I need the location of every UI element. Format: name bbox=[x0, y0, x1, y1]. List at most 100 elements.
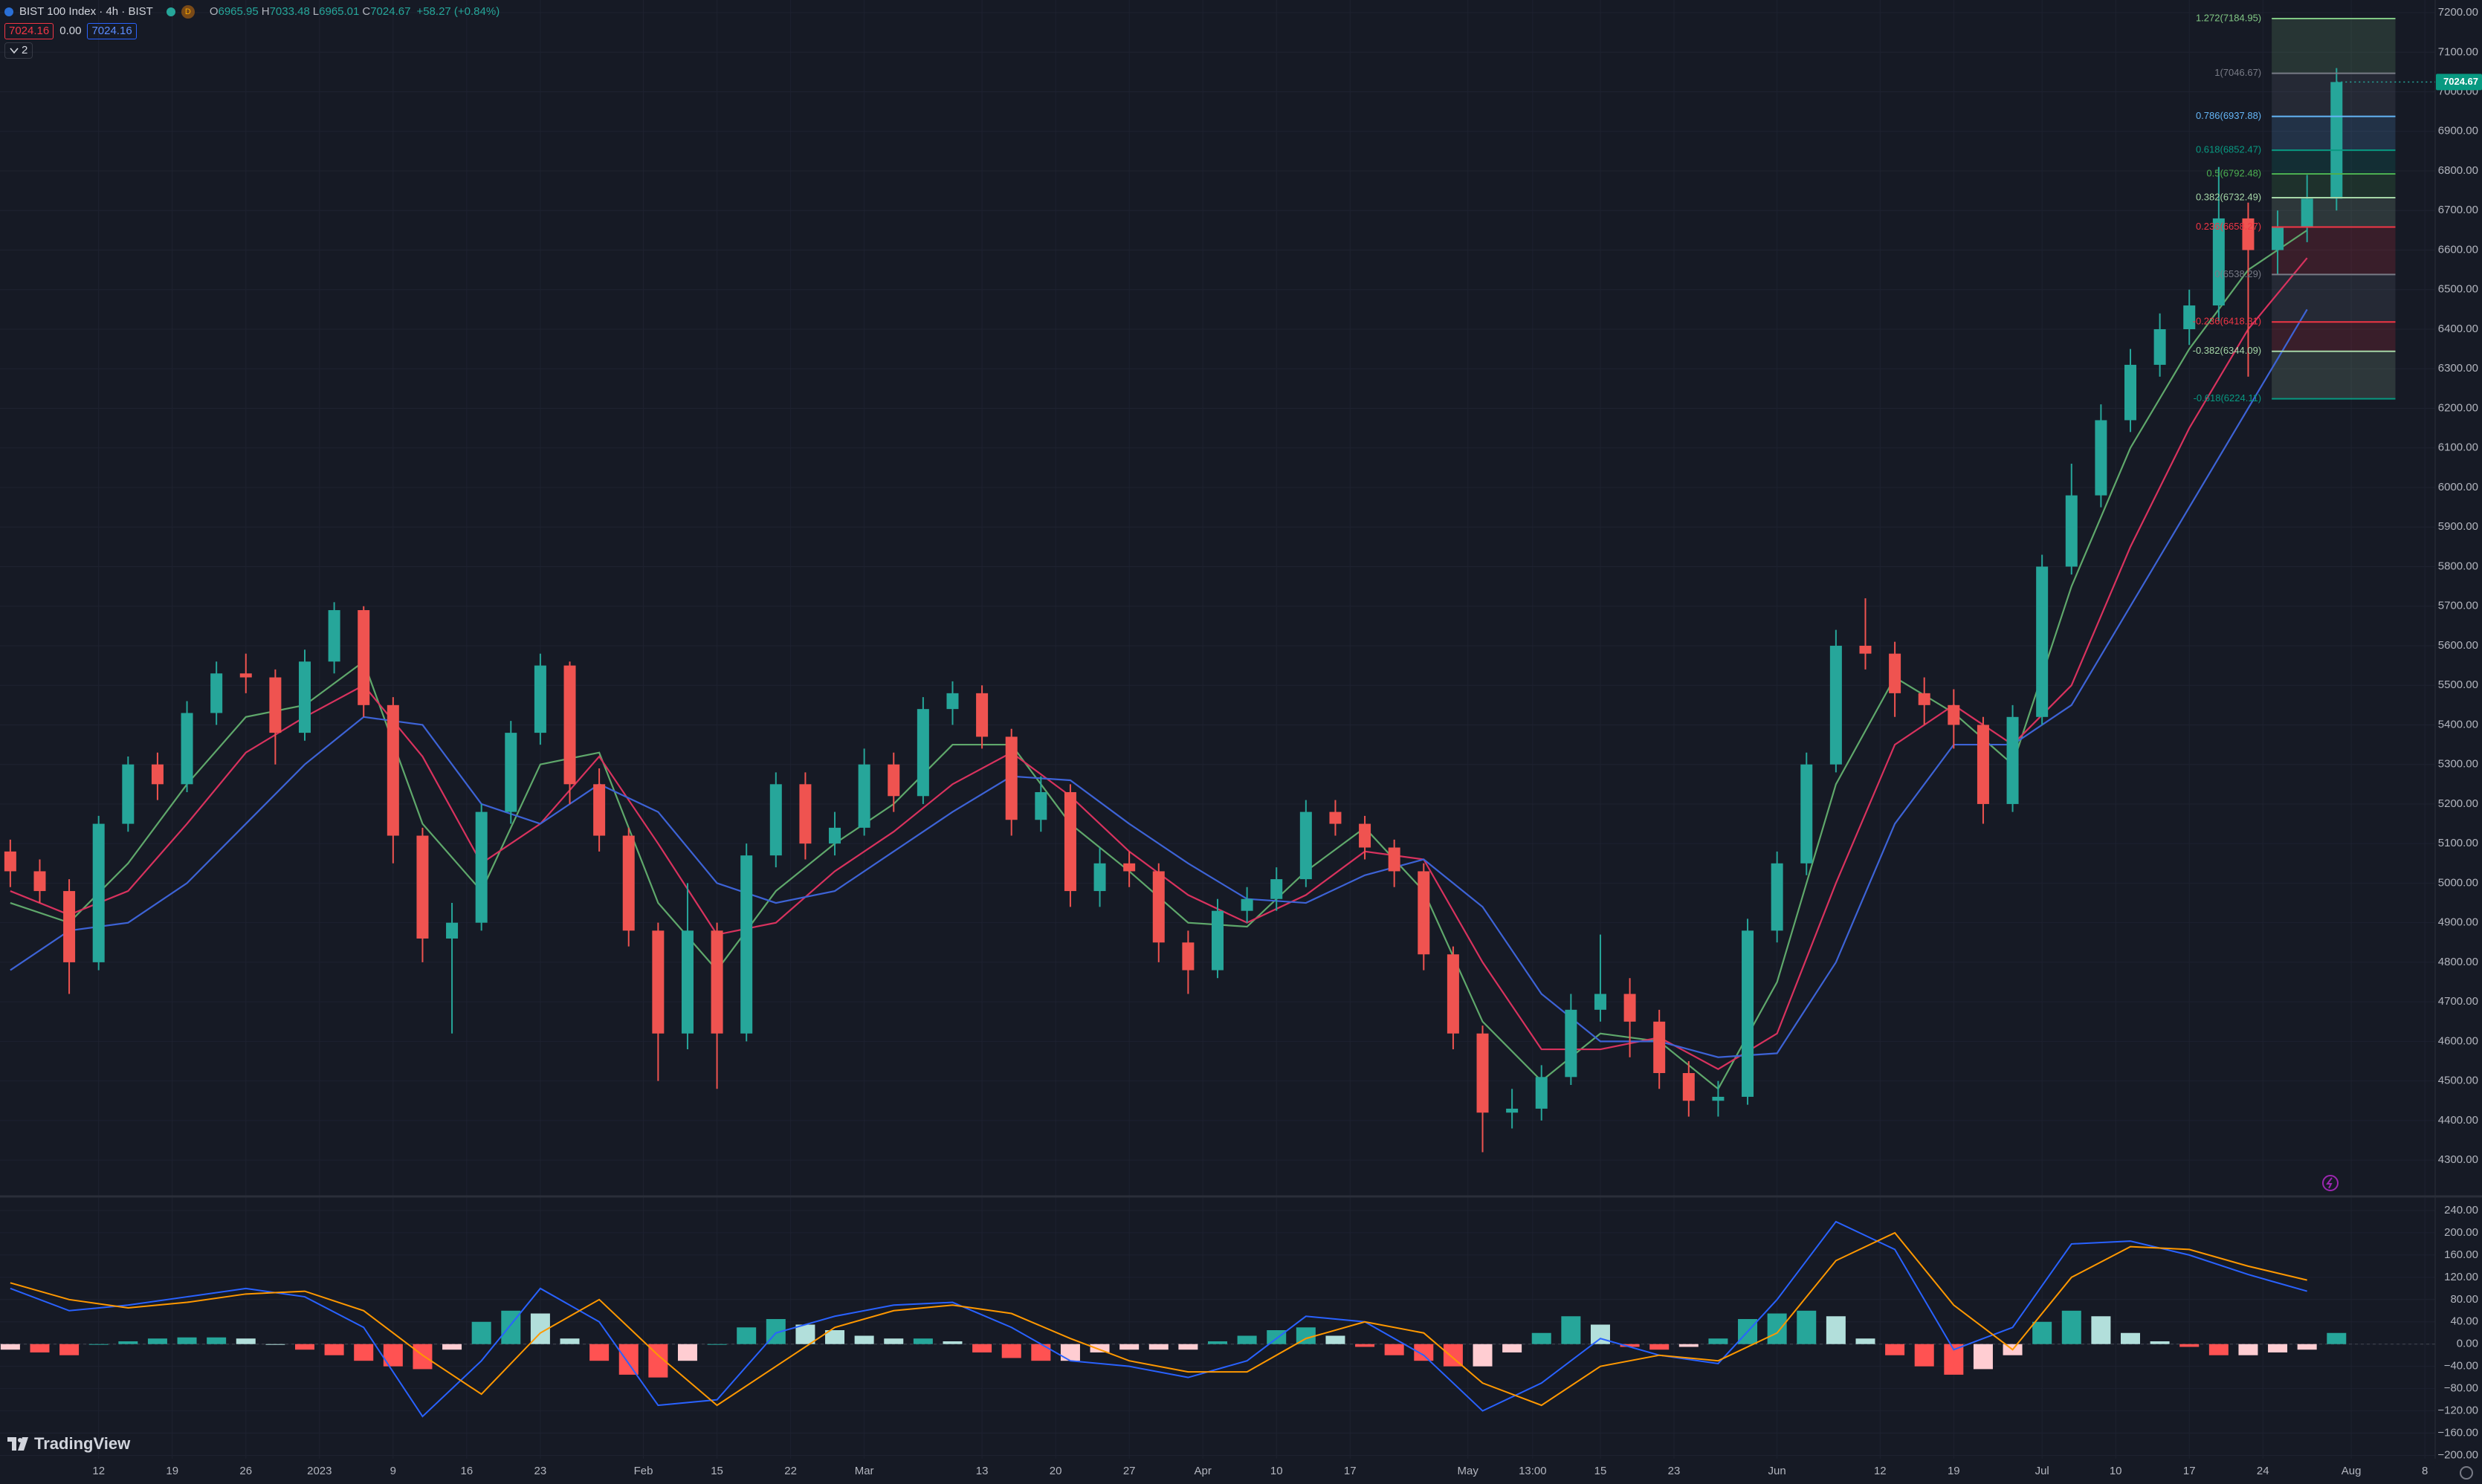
histogram-bar bbox=[2208, 1344, 2229, 1355]
x-tick-label: 10 bbox=[2110, 1465, 2122, 1477]
fib-zones bbox=[2272, 19, 2396, 399]
histogram-bar bbox=[1561, 1316, 1581, 1344]
x-tick-label: 15 bbox=[711, 1465, 723, 1477]
histogram-bar bbox=[1531, 1332, 1551, 1344]
y-tick-label: 5000.00 bbox=[2438, 876, 2478, 889]
candle-body bbox=[1948, 704, 1960, 725]
candle-body bbox=[1359, 823, 1371, 848]
y-tick-label: 4400.00 bbox=[2438, 1114, 2478, 1127]
x-tick-label: 13:00 bbox=[1519, 1465, 1547, 1477]
histogram-bar bbox=[2061, 1310, 2081, 1344]
histogram-bar bbox=[1325, 1335, 1345, 1344]
delay-badge[interactable]: D bbox=[181, 5, 195, 19]
histogram-bar bbox=[1296, 1327, 1316, 1344]
y-tick-label: 120.00 bbox=[2444, 1271, 2478, 1283]
histogram-bar bbox=[324, 1344, 344, 1355]
histogram-bar bbox=[2327, 1332, 2347, 1344]
macd-line bbox=[10, 1220, 2307, 1418]
candle-body bbox=[563, 665, 576, 785]
histogram-bar bbox=[30, 1344, 50, 1352]
brand-name: TradingView bbox=[34, 1434, 131, 1453]
buy-quote[interactable]: 7024.16 bbox=[87, 23, 137, 39]
settings-icon[interactable] bbox=[2460, 1466, 2473, 1480]
histogram-bar bbox=[825, 1329, 845, 1344]
fib-zone bbox=[2272, 274, 2396, 323]
ohlc-value: 7033.48 bbox=[269, 5, 310, 18]
candles bbox=[4, 68, 2343, 1153]
candle-body bbox=[416, 835, 429, 939]
x-tick-label: Feb bbox=[634, 1465, 653, 1477]
brand[interactable]: TradingView bbox=[7, 1434, 130, 1454]
y-tick-label: −120.00 bbox=[2437, 1404, 2478, 1417]
y-tick-label: 6400.00 bbox=[2438, 323, 2478, 335]
histogram-bar bbox=[1620, 1344, 1640, 1347]
x-tick-label: Apr bbox=[1195, 1465, 1212, 1477]
histogram-bar bbox=[1678, 1344, 1699, 1347]
y-tick-label: 5700.00 bbox=[2438, 600, 2478, 612]
histogram-bar bbox=[88, 1344, 109, 1345]
candle-body bbox=[1418, 871, 1430, 955]
histogram-bar bbox=[2091, 1316, 2111, 1344]
sell-quote[interactable]: 7024.16 bbox=[4, 23, 54, 39]
histogram-bar bbox=[677, 1344, 697, 1361]
histogram-bar bbox=[1855, 1338, 1875, 1344]
x-tick-label: 8 bbox=[2422, 1465, 2428, 1477]
x-tick-label: 22 bbox=[784, 1465, 797, 1477]
candle-body bbox=[1241, 898, 1253, 911]
y-tick-label: 4600.00 bbox=[2438, 1034, 2478, 1047]
x-tick-label: 15 bbox=[1594, 1465, 1607, 1477]
last-price-label: 7024.67 bbox=[2443, 76, 2478, 87]
ohlc-value: 6965.95 bbox=[218, 5, 259, 18]
x-tick-label: 24 bbox=[2257, 1465, 2269, 1477]
candle-body bbox=[239, 673, 252, 678]
candle-body bbox=[387, 704, 399, 836]
x-tick-label: 20 bbox=[1050, 1465, 1062, 1477]
fib-zone bbox=[2272, 351, 2396, 399]
histogram-bar bbox=[1148, 1344, 1169, 1350]
candle-body bbox=[946, 693, 959, 710]
candle-body bbox=[210, 673, 223, 713]
histogram-bar bbox=[972, 1344, 992, 1352]
candle-body bbox=[1535, 1077, 1548, 1109]
alert-icon[interactable] bbox=[2322, 1175, 2339, 1191]
candle-body bbox=[1771, 863, 1783, 931]
y-tick-label: 4800.00 bbox=[2438, 956, 2478, 968]
market-status[interactable] bbox=[166, 7, 175, 16]
y-tick-label: 4900.00 bbox=[2438, 916, 2478, 929]
histogram-bar bbox=[1178, 1344, 1198, 1350]
y-tick-label: −80.00 bbox=[2444, 1382, 2478, 1395]
price-axis-bg bbox=[2435, 0, 2482, 1484]
candle-body bbox=[652, 930, 665, 1034]
y-tick-label: 6800.00 bbox=[2438, 164, 2478, 177]
x-tick-label: May bbox=[1458, 1465, 1479, 1477]
candle-body bbox=[1889, 653, 1901, 693]
candle-body bbox=[917, 709, 929, 797]
candle-body bbox=[269, 677, 282, 733]
candle-body bbox=[740, 855, 753, 1034]
fib-label: 1.272(7184.95) bbox=[2196, 12, 2261, 23]
histogram-bar bbox=[1797, 1310, 1817, 1344]
candle-body bbox=[1506, 1108, 1519, 1113]
collapse-button[interactable]: 2 bbox=[4, 42, 33, 59]
candle-body bbox=[505, 733, 517, 812]
y-tick-label: 4500.00 bbox=[2438, 1075, 2478, 1087]
histogram-bar bbox=[854, 1335, 874, 1344]
histogram-bar bbox=[1414, 1344, 1434, 1361]
y-tick-label: 6100.00 bbox=[2438, 441, 2478, 454]
candle-body bbox=[2006, 716, 2019, 804]
candle-body bbox=[681, 930, 694, 1034]
y-tick-label: 5500.00 bbox=[2438, 678, 2478, 691]
ohlc-key: H bbox=[261, 5, 270, 18]
ohlc-key: L bbox=[312, 5, 320, 18]
candle-body bbox=[1918, 693, 1930, 705]
histogram-bar bbox=[2297, 1344, 2317, 1350]
y-tick-label: 0.00 bbox=[2457, 1338, 2478, 1350]
candle-body bbox=[1829, 645, 1842, 765]
histogram-bar bbox=[707, 1344, 727, 1345]
symbol-title[interactable]: BIST 100 Index · 4h · BIST bbox=[19, 5, 153, 18]
candle-body bbox=[4, 851, 16, 872]
fib-label: 0.786(6937.88) bbox=[2196, 110, 2261, 121]
y-tick-label: −40.00 bbox=[2444, 1360, 2478, 1373]
candle-body bbox=[475, 811, 488, 923]
collapse-row: 2 bbox=[4, 41, 500, 60]
